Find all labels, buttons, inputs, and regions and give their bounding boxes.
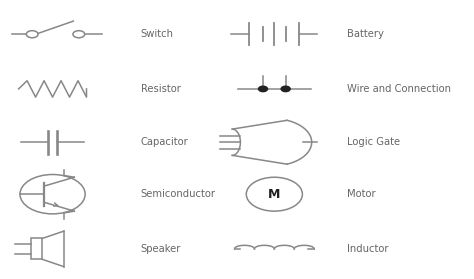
Text: Logic Gate: Logic Gate [347,137,400,147]
Bar [31,239,42,259]
Text: Speaker: Speaker [141,244,181,254]
Text: Switch: Switch [141,29,174,39]
Text: Motor: Motor [347,189,375,199]
Text: Wire and Connection: Wire and Connection [347,84,451,94]
Text: Battery: Battery [347,29,383,39]
Text: M: M [268,188,281,201]
Text: Capacitor: Capacitor [141,137,189,147]
Circle shape [258,86,267,92]
Text: Resistor: Resistor [141,84,181,94]
Text: Semiconductor: Semiconductor [141,189,216,199]
Circle shape [281,86,290,92]
Text: Inductor: Inductor [347,244,388,254]
